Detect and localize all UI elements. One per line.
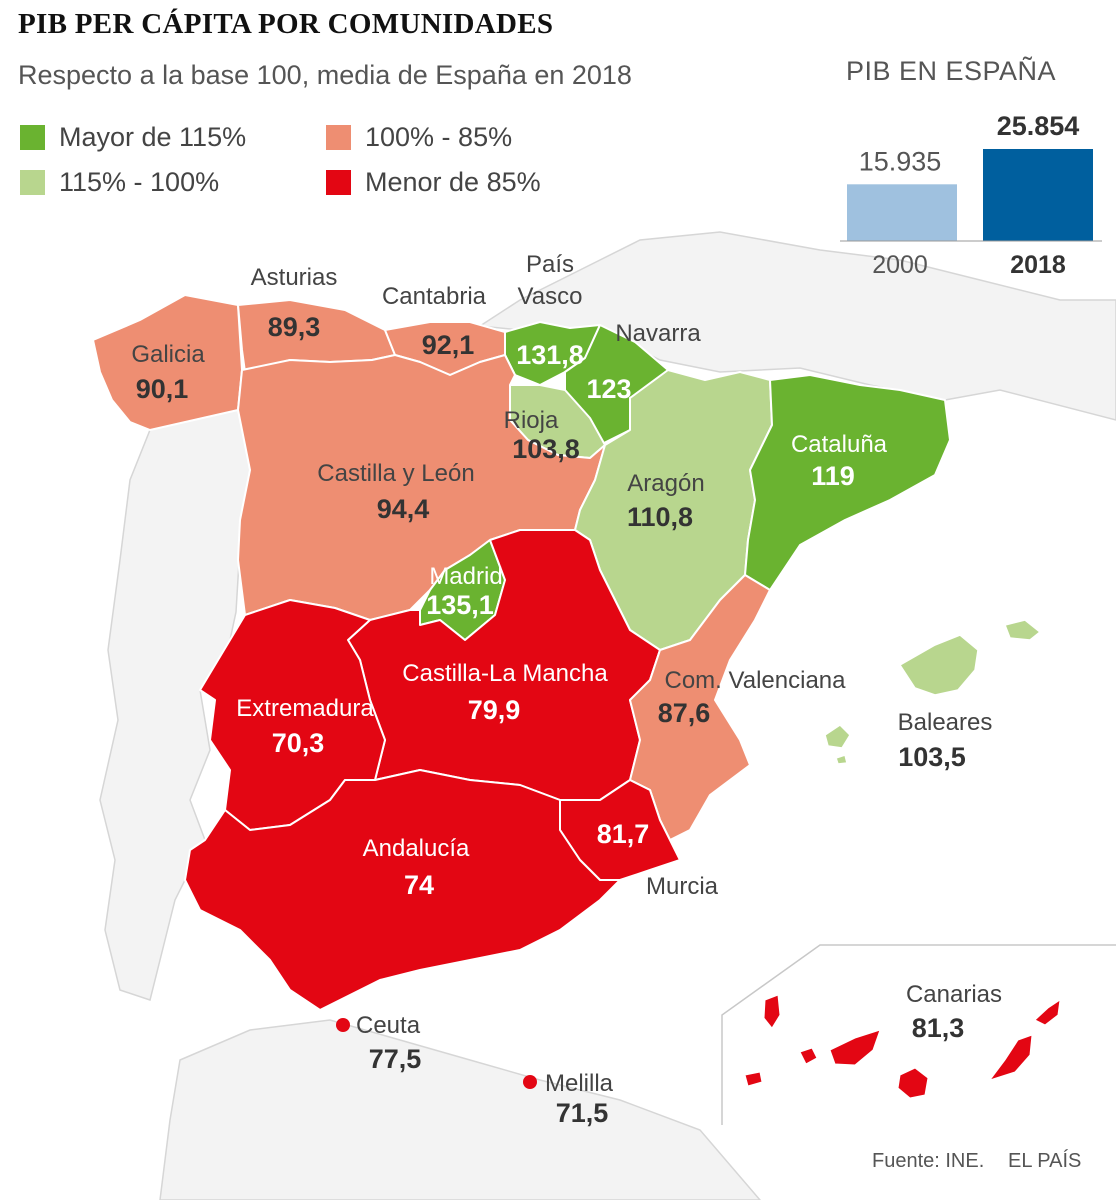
legend-swatch bbox=[20, 125, 45, 150]
brand-label: EL PAÍS bbox=[1008, 1150, 1082, 1172]
label-baleares-value: 103,5 bbox=[898, 742, 966, 772]
label-aragon-value: 110,8 bbox=[627, 502, 693, 532]
label-navarra-value: 123 bbox=[586, 374, 631, 404]
label-pais-vasco-name-1: País bbox=[526, 251, 574, 278]
legend-swatch bbox=[20, 170, 45, 195]
bar-value-label: 25.854 bbox=[997, 111, 1080, 141]
legend-swatch bbox=[326, 170, 351, 195]
label-com-valenciana-value: 87,6 bbox=[658, 698, 711, 728]
label-cataluna-value: 119 bbox=[811, 461, 855, 491]
label-madrid-value: 135,1 bbox=[426, 590, 494, 620]
label-castilla-la-mancha-value: 79,9 bbox=[468, 695, 521, 725]
page-subtitle: Respecto a la base 100, media de España … bbox=[18, 60, 632, 90]
bar-value-label: 15.935 bbox=[859, 146, 942, 176]
label-canarias-name: Canarias bbox=[906, 981, 1002, 1008]
label-aragon-name: Aragón bbox=[627, 470, 704, 497]
bar-chart: 15.935 25.854 2000 2018 bbox=[840, 111, 1102, 279]
label-com-valenciana-name: Com. Valenciana bbox=[665, 667, 847, 694]
label-extremadura-value: 70,3 bbox=[272, 728, 325, 758]
fuerteventura-island bbox=[988, 1034, 1033, 1081]
label-andalucia-value: 74 bbox=[404, 870, 434, 900]
label-pais-vasco-name-2: Vasco bbox=[518, 283, 583, 310]
label-rioja-value: 103,8 bbox=[512, 434, 580, 464]
source-note: Fuente: INE. bbox=[872, 1150, 985, 1172]
label-madrid-name: Madrid bbox=[429, 563, 502, 590]
legend-item-mayor-115: Mayor de 115% bbox=[20, 122, 246, 153]
legend-label: Menor de 85% bbox=[365, 167, 541, 197]
label-asturias-name: Asturias bbox=[251, 264, 338, 291]
region-andalucia bbox=[184, 769, 621, 1011]
label-rioja-name: Rioja bbox=[504, 407, 559, 434]
france-land bbox=[477, 231, 1116, 421]
bar-category-label: 2000 bbox=[872, 251, 928, 279]
legend-item-menor-85: Menor de 85% bbox=[326, 167, 541, 198]
region-canarias bbox=[744, 994, 1061, 1099]
la-palma-island bbox=[763, 994, 781, 1029]
label-castilla-leon-name: Castilla y León bbox=[317, 460, 474, 487]
formentera-island bbox=[835, 754, 848, 765]
menorca-island bbox=[1003, 619, 1042, 641]
bar-category-label: 2018 bbox=[1010, 251, 1066, 279]
label-ceuta-name: Ceuta bbox=[356, 1012, 421, 1039]
label-melilla-name: Melilla bbox=[545, 1070, 614, 1097]
legend-swatch bbox=[326, 125, 351, 150]
bar-chart-title: PIB EN ESPAÑA bbox=[846, 56, 1057, 86]
label-castilla-la-mancha-name: Castilla-La Mancha bbox=[402, 660, 608, 687]
label-cantabria-name: Cantabria bbox=[382, 283, 487, 310]
legend-label: 115% - 100% bbox=[59, 167, 220, 197]
tenerife-island bbox=[829, 1029, 881, 1066]
region-com-valenciana bbox=[629, 574, 771, 841]
lanzarote-island bbox=[1034, 998, 1061, 1026]
regions bbox=[92, 294, 951, 1011]
region-labels: Galicia 90,1 Asturias 89,3 Cantabria 92,… bbox=[131, 251, 1002, 1128]
label-ceuta-value: 77,5 bbox=[369, 1044, 422, 1074]
canarias-inset-frame bbox=[721, 944, 1116, 1125]
label-canarias-value: 81,3 bbox=[912, 1013, 965, 1043]
label-cataluna-name: Cataluña bbox=[791, 431, 888, 458]
bar-2018 bbox=[983, 149, 1093, 241]
region-cataluna bbox=[744, 374, 951, 591]
region-navarra bbox=[564, 324, 669, 446]
label-navarra-name: Navarra bbox=[615, 320, 701, 347]
label-andalucia-name: Andalucía bbox=[363, 835, 470, 862]
label-pais-vasco-value: 131,8 bbox=[516, 340, 584, 370]
bar-2000 bbox=[847, 184, 957, 241]
label-melilla-value: 71,5 bbox=[556, 1098, 609, 1128]
africa-land bbox=[159, 1019, 761, 1200]
label-baleares-name: Baleares bbox=[898, 709, 993, 736]
legend-label: 100% - 85% bbox=[365, 122, 513, 152]
el-hierro-island bbox=[744, 1071, 763, 1087]
legend-label: Mayor de 115% bbox=[59, 122, 247, 152]
legend-item-115-100: 115% - 100% bbox=[20, 167, 219, 198]
melilla-dot bbox=[523, 1075, 537, 1089]
label-murcia-name: Murcia bbox=[646, 873, 719, 900]
label-castilla-leon-value: 94,4 bbox=[377, 494, 430, 524]
page-title: PIB PER CÁPITA POR COMUNIDADES bbox=[18, 8, 554, 40]
label-murcia-value: 81,7 bbox=[597, 819, 650, 849]
ceuta-dot bbox=[336, 1018, 350, 1032]
gran-canaria-island bbox=[897, 1067, 929, 1099]
label-extremadura-name: Extremadura bbox=[236, 695, 374, 722]
mallorca-island bbox=[898, 634, 979, 696]
la-gomera-island bbox=[799, 1047, 818, 1065]
region-baleares bbox=[824, 619, 1042, 765]
label-cantabria-value: 92,1 bbox=[422, 330, 475, 360]
surrounding-land bbox=[99, 231, 1116, 1200]
label-asturias-value: 89,3 bbox=[268, 312, 321, 342]
legend-item-100-85: 100% - 85% bbox=[326, 122, 512, 153]
label-galicia-value: 90,1 bbox=[136, 374, 189, 404]
ibiza-island bbox=[824, 724, 851, 749]
label-galicia-name: Galicia bbox=[131, 341, 205, 368]
